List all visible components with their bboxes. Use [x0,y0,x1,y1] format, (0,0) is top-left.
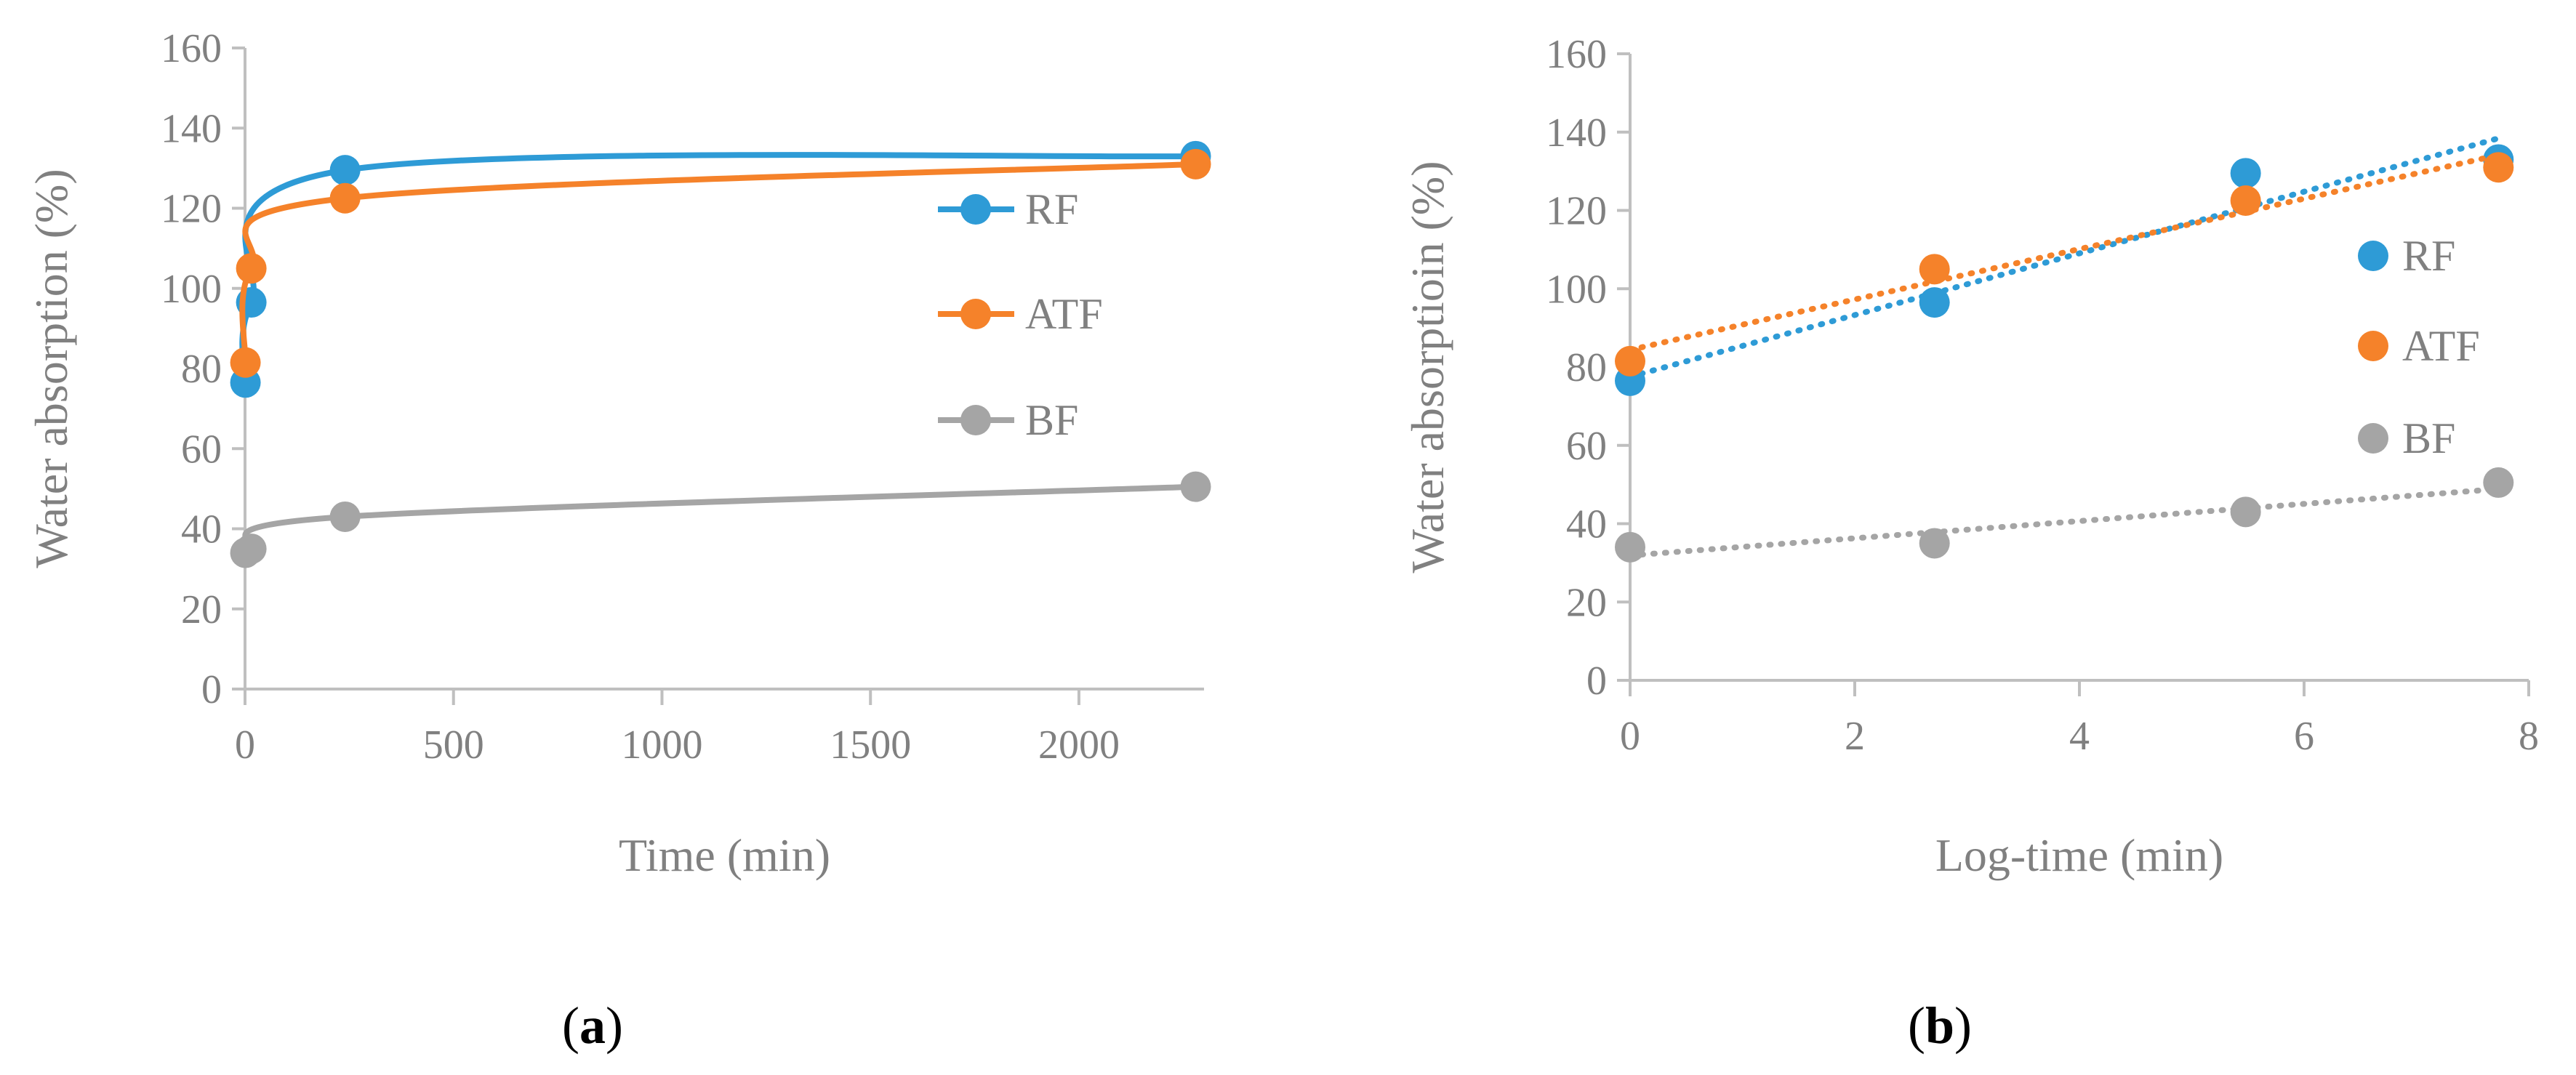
panel-caption: (b) [1908,997,1972,1055]
series-bf [1615,467,2514,563]
y-tick-label: 140 [1546,110,1607,156]
y-tick-label: 100 [1546,267,1607,312]
legend-marker [2358,423,2388,454]
legend-marker [960,299,991,329]
data-point [236,534,267,565]
data-point [329,501,361,532]
data-point [1615,345,1645,377]
chart-a: 0 20 40 60 80 100 120 140 160 0 500 1000 1500 2000 Wat… [25,26,1211,1055]
legend-label: BF [1025,396,1078,444]
data-point [329,182,361,214]
caption-open: ( [562,997,579,1055]
x-axis-title: Log-time (min) [1935,829,2223,881]
caption-close: ) [606,997,623,1055]
y-axis-title: Water absorption (%) [25,169,77,568]
data-point [2230,496,2261,528]
caption-letter: b [1925,997,1954,1055]
data-point [2483,152,2514,183]
y-tick-label: 20 [181,587,222,632]
legend-label: ATF [1025,290,1103,338]
y-tick-label: 160 [1546,32,1607,77]
series-atf [1615,152,2514,377]
x-tick-label: 2000 [1038,722,1120,768]
y-tick-label: 40 [1566,502,1607,547]
y-tick-label: 40 [181,507,222,552]
data-point [329,155,361,186]
legend-marker [960,405,991,435]
trendline-bf [1627,486,2502,559]
data-point [1919,287,1950,318]
x-axis-title: Time (min) [619,829,830,881]
series-line-bf [239,483,1199,556]
y-tick-label: 60 [181,427,222,472]
data-point [2483,467,2514,498]
legend-label: RF [1025,185,1078,233]
y-tick-label: 80 [1566,345,1607,390]
chart-b: 0 20 40 60 80 100 120 140 160 0 2 4 6 8 Water absorpti… [1402,32,2539,1055]
x-tick-label: 500 [423,722,484,768]
data-point [1919,528,1950,559]
legend-label: RF [2402,232,2455,280]
data-point [1180,471,1211,502]
trendline-atf [1627,152,2502,353]
legend-label: ATF [2402,322,2480,370]
legend-marker [2358,331,2388,361]
x-tick-label: 2 [1845,714,1865,759]
y-tick-label: 20 [1566,580,1607,625]
y-tick-label: 140 [161,106,222,151]
caption-close: ) [1954,997,1972,1055]
y-tick-label: 120 [1546,189,1607,234]
x-tick-label: 1000 [621,722,702,768]
y-tick-label: 160 [161,26,222,71]
x-tick-label: 1500 [830,722,911,768]
data-point [230,347,261,378]
y-tick-label: 100 [161,267,222,312]
data-point [1919,254,1950,285]
data-point [1615,531,1645,563]
caption-open: ( [1908,997,1925,1055]
legend-marker [960,194,991,225]
y-axis-title: Water absorptioin (%) [1402,161,1453,573]
x-tick-label: 0 [1620,714,1640,759]
y-tick-label: 120 [161,187,222,232]
x-tick-label: 4 [2069,714,2090,759]
y-tick-label: 0 [1586,659,1607,704]
y-tick-label: 60 [1566,424,1607,469]
panel-caption: (a) [562,997,623,1055]
data-point [236,253,267,284]
series-atf [230,148,1211,378]
y-tick-label: 0 [201,667,222,712]
y-tick-label: 80 [181,347,222,392]
x-tick-label: 8 [2519,714,2539,759]
data-point [1180,148,1211,180]
legend-label: BF [2402,414,2455,462]
x-tick-label: 0 [235,722,255,768]
caption-letter: a [579,997,606,1055]
legend-marker [2358,241,2388,271]
x-tick-label: 6 [2294,714,2314,759]
data-point [2230,158,2261,189]
trendline-rf [1627,135,2502,380]
series-bf [230,471,1211,568]
data-point [2230,185,2261,217]
